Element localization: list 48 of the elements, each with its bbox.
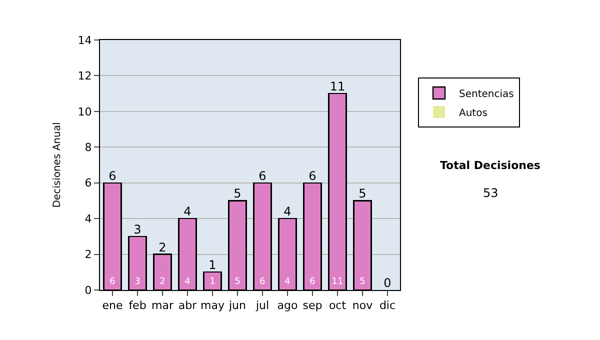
total-label: 4 xyxy=(184,204,192,219)
x-tick-label: may xyxy=(200,299,225,312)
y-tick-label: 12 xyxy=(78,70,92,83)
data-label: 11 xyxy=(332,277,344,287)
total-label: 1 xyxy=(208,258,216,272)
total-label: 6 xyxy=(258,168,266,183)
legend-label: Autos xyxy=(459,108,488,119)
y-tick-label: 2 xyxy=(84,248,92,262)
data-label: 6 xyxy=(110,277,116,287)
y-tick-label: 6 xyxy=(84,176,92,190)
data-label: 4 xyxy=(184,277,190,287)
x-tick-label: dic xyxy=(379,299,396,312)
data-label: 3 xyxy=(134,277,140,287)
text: 53 xyxy=(483,186,498,200)
total-label: 3 xyxy=(134,222,142,236)
data-label: 5 xyxy=(234,277,240,287)
y-axis-title: Decisiones Anual xyxy=(52,122,63,208)
total-label: 4 xyxy=(284,204,292,219)
total-label: 5 xyxy=(234,186,242,201)
x-tick-label: abr xyxy=(178,299,198,312)
y-tick-label: 10 xyxy=(78,105,92,118)
y-tick-label: 0 xyxy=(84,284,92,297)
data-label: 4 xyxy=(284,277,290,287)
y-tick-label: 8 xyxy=(84,140,92,154)
total-label: 0 xyxy=(384,276,392,290)
x-tick-label: ene xyxy=(102,299,123,312)
data-label: 6 xyxy=(260,277,266,287)
x-tick-label: ago xyxy=(277,299,298,312)
x-tick-label: oct xyxy=(328,299,347,312)
x-tick-label: feb xyxy=(128,299,146,312)
total-label: 2 xyxy=(158,240,166,254)
x-tick-label: jul xyxy=(254,299,270,312)
data-label: 5 xyxy=(360,277,366,287)
y-tick-label: 14 xyxy=(78,34,92,47)
data-label: 2 xyxy=(160,277,166,287)
y-tick-label: 4 xyxy=(84,212,92,226)
legend-label: Sentencias xyxy=(459,88,514,100)
x-tick-label: mar xyxy=(152,299,174,312)
x-tick-label: nov xyxy=(352,299,374,312)
total-label: 11 xyxy=(330,80,346,94)
data-label: 1 xyxy=(210,277,216,287)
data-label: 6 xyxy=(310,277,316,287)
x-tick-label: sep xyxy=(302,299,322,312)
x-tick-label: jun xyxy=(228,299,246,312)
total-label: 6 xyxy=(108,168,116,183)
total-label: 5 xyxy=(358,186,366,201)
text: Total Decisiones xyxy=(440,159,541,172)
total-label: 6 xyxy=(308,168,316,183)
